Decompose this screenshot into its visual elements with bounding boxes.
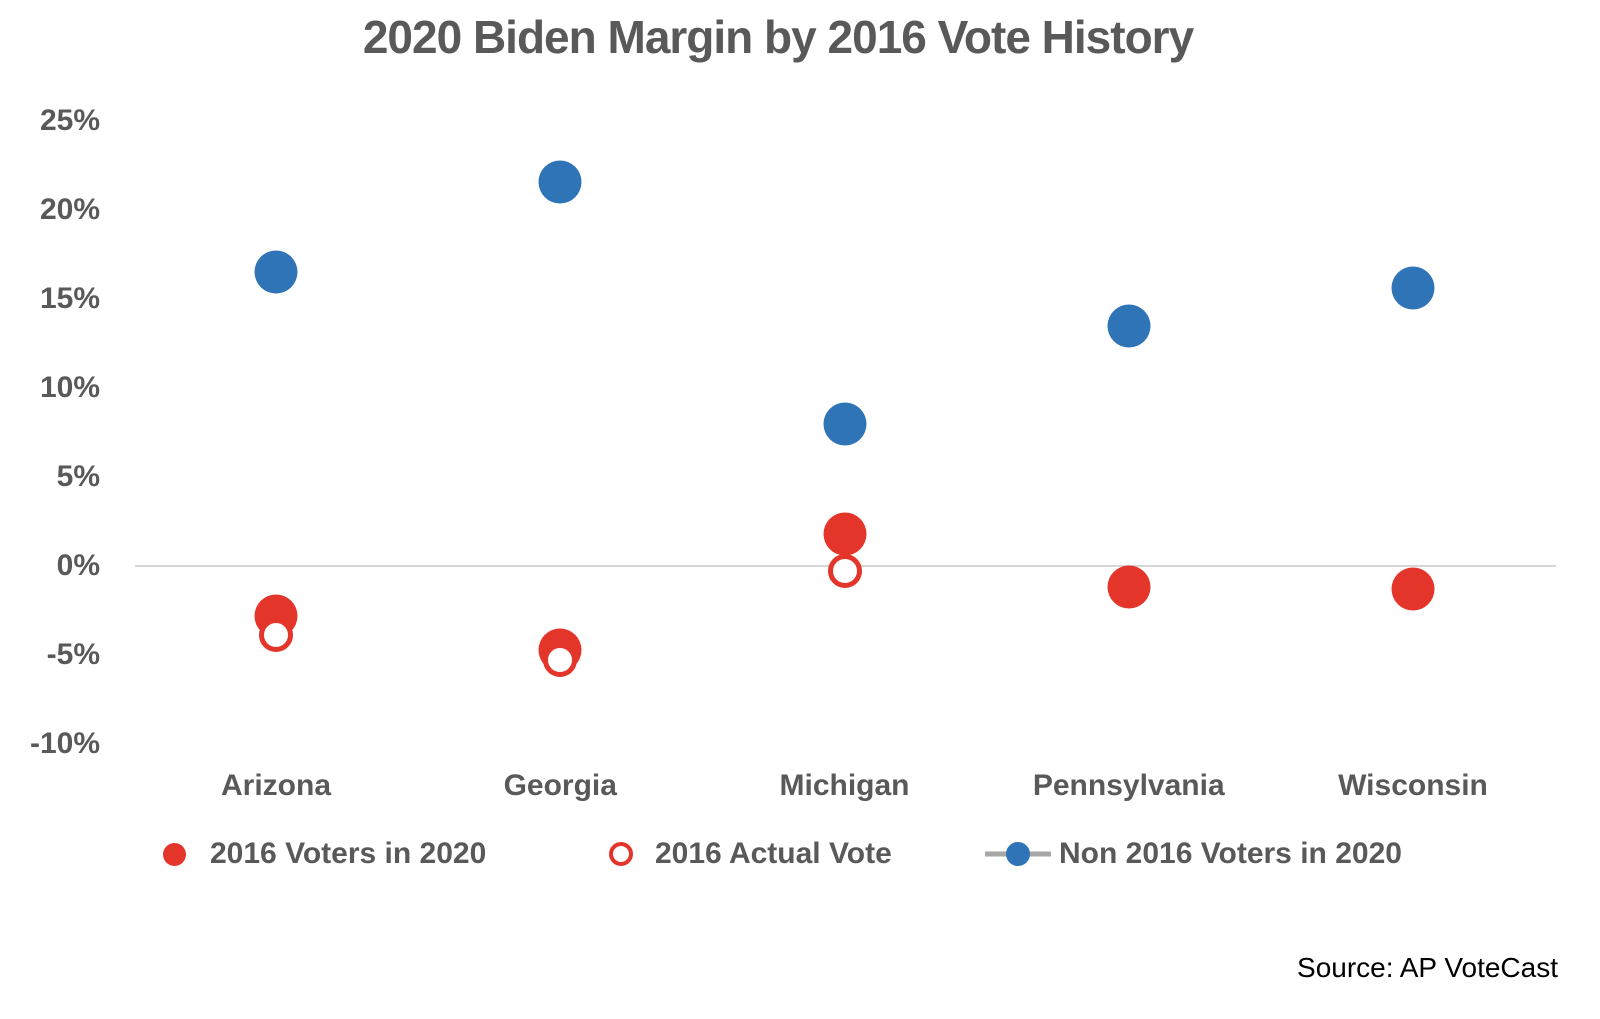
point-non-2016-voters-in-2020-arizona [254,250,298,294]
legend-marker-blue-dot-icon [1006,842,1030,866]
point-2016-actual-vote-georgia [543,643,578,678]
x-axis-label-wisconsin: Wisconsin [1338,769,1488,802]
y-axis-tick-0-: 0% [56,549,100,582]
y-axis-tick-20-: 20% [39,193,100,226]
x-axis-label-georgia: Georgia [503,769,617,802]
point-2016-voters-in-2020-wisconsin [1391,567,1435,611]
legend-label-2016-voters-in-2020: 2016 Voters in 2020 [210,837,487,870]
point-2016-actual-vote-arizona [259,618,293,653]
y-axis-tick-15-: 15% [39,282,100,315]
point-non-2016-voters-in-2020-wisconsin [1391,266,1435,310]
legend-label-2016-actual-vote: 2016 Actual Vote [655,837,892,870]
legend-marker-line-dot-icon [985,842,1051,866]
x-axis-label-michigan: Michigan [779,769,910,802]
point-2016-voters-in-2020-pennsylvania [1107,565,1151,609]
y-axis-tick-10-: 10% [39,371,100,404]
source-note: Source: AP VoteCast [1297,952,1558,983]
y-axis-tick--10-: -10% [29,727,100,760]
chart-title: 2020 Biden Margin by 2016 Vote History [362,11,1194,63]
point-non-2016-voters-in-2020-pennsylvania [1107,304,1151,348]
x-axis-label-arizona: Arizona [220,769,332,802]
legend-item-2016-actual-vote: 2016 Actual Vote [609,837,892,871]
legend-marker-filled-red-icon [163,842,186,866]
legend-label-non-2016-voters-in-2020: Non 2016 Voters in 2020 [1059,837,1402,870]
y-axis-tick--5-: -5% [46,638,100,671]
legend-item-2016-voters-in-2020: 2016 Voters in 2020 [163,837,486,871]
y-axis-tick-5-: 5% [56,460,100,493]
legend-item-non-2016-voters-in-2020: Non 2016 Voters in 2020 [985,837,1402,871]
x-axis-label-pennsylvania: Pennsylvania [1032,769,1225,802]
point-non-2016-voters-in-2020-michigan [823,402,866,446]
point-2016-actual-vote-michigan [827,554,862,589]
y-axis-tick-25-: 25% [39,104,100,137]
point-2016-voters-in-2020-michigan [823,512,866,556]
point-non-2016-voters-in-2020-georgia [538,160,582,204]
legend-marker-hollow-red-icon [609,842,633,866]
